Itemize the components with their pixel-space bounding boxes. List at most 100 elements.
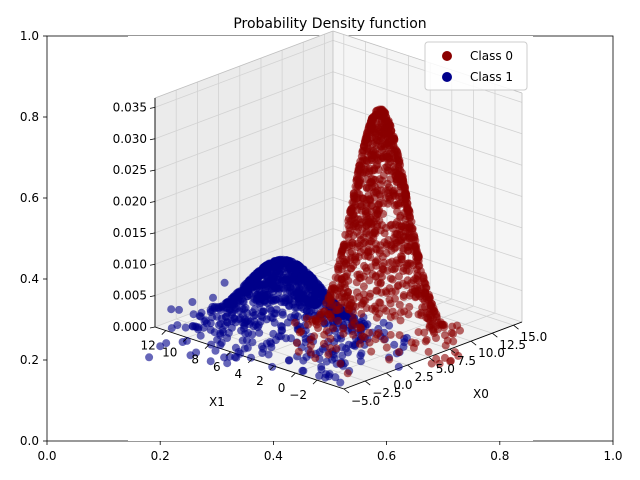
scatter-point bbox=[239, 297, 248, 306]
scatter-point bbox=[209, 293, 217, 302]
scatter-point bbox=[278, 310, 287, 319]
outer-y-ticks: 0.0 0.2 0.4 0.6 0.8 1.0 bbox=[20, 29, 47, 448]
scatter-point bbox=[336, 378, 345, 387]
scatter-point bbox=[435, 359, 444, 368]
scatter-point bbox=[356, 339, 364, 348]
scatter-point bbox=[357, 309, 366, 318]
z-tick bbox=[149, 232, 156, 235]
x1-tick bbox=[204, 344, 210, 349]
scatter-point bbox=[395, 300, 404, 309]
scatter-point bbox=[243, 343, 252, 352]
series-class-0-points bbox=[290, 105, 464, 378]
scatter-point bbox=[248, 338, 257, 347]
x1-tick-label: 6 bbox=[213, 360, 221, 374]
scatter-point bbox=[167, 305, 176, 314]
x0-tick bbox=[364, 380, 371, 386]
z-tick-label: 0.035 bbox=[113, 100, 147, 114]
scatter-point bbox=[440, 320, 449, 329]
scatter-point bbox=[390, 135, 399, 144]
scatter-point bbox=[396, 211, 405, 220]
scatter-point bbox=[416, 292, 425, 301]
scatter-point bbox=[336, 359, 345, 368]
scatter-point bbox=[372, 240, 380, 249]
scatter-point bbox=[270, 318, 279, 327]
scatter-point bbox=[387, 126, 396, 135]
pane-edge bbox=[154, 30, 334, 99]
scatter-point bbox=[343, 269, 352, 278]
scatter-point bbox=[259, 307, 268, 316]
scatter-point bbox=[220, 278, 229, 287]
scatter-point bbox=[349, 295, 358, 304]
scatter-point bbox=[379, 209, 388, 218]
scatter-point bbox=[319, 339, 328, 348]
x1-axis-label: X1 bbox=[209, 395, 225, 409]
x0-tick bbox=[449, 348, 456, 354]
scatter-point bbox=[278, 322, 286, 331]
scatter-point bbox=[272, 305, 281, 314]
scatter-point bbox=[328, 281, 337, 289]
scatter-point bbox=[386, 274, 395, 283]
scatter-point bbox=[375, 298, 384, 307]
z-tick-label: 0.015 bbox=[113, 226, 147, 240]
scatter-point bbox=[372, 161, 381, 170]
x1-tick bbox=[247, 358, 253, 364]
x0-tick bbox=[407, 364, 413, 370]
scatter-point bbox=[294, 347, 303, 356]
scatter-point bbox=[399, 291, 408, 300]
scatter-point bbox=[331, 373, 340, 382]
scatter-point bbox=[408, 224, 417, 233]
scatter-point bbox=[370, 228, 379, 236]
scatter-point bbox=[386, 330, 395, 339]
scatter-point bbox=[236, 349, 245, 358]
scatter-point bbox=[396, 308, 405, 317]
scatter-point bbox=[378, 265, 387, 274]
x0-tick bbox=[428, 356, 435, 362]
scatter-point bbox=[319, 317, 328, 326]
x0-axis-label: X0 bbox=[473, 387, 489, 401]
x0-tick-label: 5.0 bbox=[436, 362, 455, 376]
scatter-point bbox=[390, 340, 399, 349]
scatter-point bbox=[293, 339, 301, 347]
scatter-point bbox=[295, 288, 304, 297]
scatter-point bbox=[310, 332, 319, 341]
scatter-point bbox=[306, 341, 315, 350]
x1-tick bbox=[161, 330, 167, 335]
scatter-point bbox=[247, 353, 255, 362]
scatter-point bbox=[306, 348, 315, 357]
scatter-point bbox=[456, 326, 464, 335]
scatter-point bbox=[290, 318, 299, 327]
scatter-point bbox=[454, 351, 463, 360]
scatter-point bbox=[366, 253, 375, 262]
outer-y-tick-label: 0.2 bbox=[20, 353, 39, 367]
scatter-point bbox=[322, 326, 331, 335]
scatter-point bbox=[371, 149, 380, 157]
scatter-point bbox=[207, 340, 216, 349]
scatter-point bbox=[255, 328, 264, 337]
z-tick bbox=[149, 263, 156, 266]
x1-tick-label: 12 bbox=[141, 339, 156, 353]
scatter-point bbox=[287, 334, 295, 343]
x0-tick-label: 10.0 bbox=[478, 346, 505, 360]
z-tick bbox=[149, 326, 156, 329]
scatter-point bbox=[390, 311, 399, 320]
scatter-point bbox=[382, 306, 391, 315]
scatter-point bbox=[403, 259, 412, 268]
outer-x-tick-label: 0.4 bbox=[264, 449, 283, 463]
scatter-point bbox=[355, 273, 364, 282]
scatter-point bbox=[189, 310, 198, 319]
x1-tick-label: 0 bbox=[278, 381, 286, 395]
scatter-point bbox=[382, 288, 391, 297]
x0-tick-label: −5.0 bbox=[351, 394, 380, 408]
scatter-point bbox=[325, 370, 334, 378]
scatter-point bbox=[173, 321, 182, 330]
scatter-point bbox=[356, 176, 365, 185]
scatter-point bbox=[371, 271, 380, 280]
scatter-point bbox=[182, 336, 191, 345]
scatter-point bbox=[365, 328, 374, 337]
scatter-point bbox=[223, 359, 232, 368]
z-tick-label: 0.020 bbox=[113, 195, 147, 209]
scatter-point bbox=[274, 294, 283, 303]
scatter-point bbox=[156, 342, 165, 351]
scatter-point bbox=[324, 350, 333, 359]
